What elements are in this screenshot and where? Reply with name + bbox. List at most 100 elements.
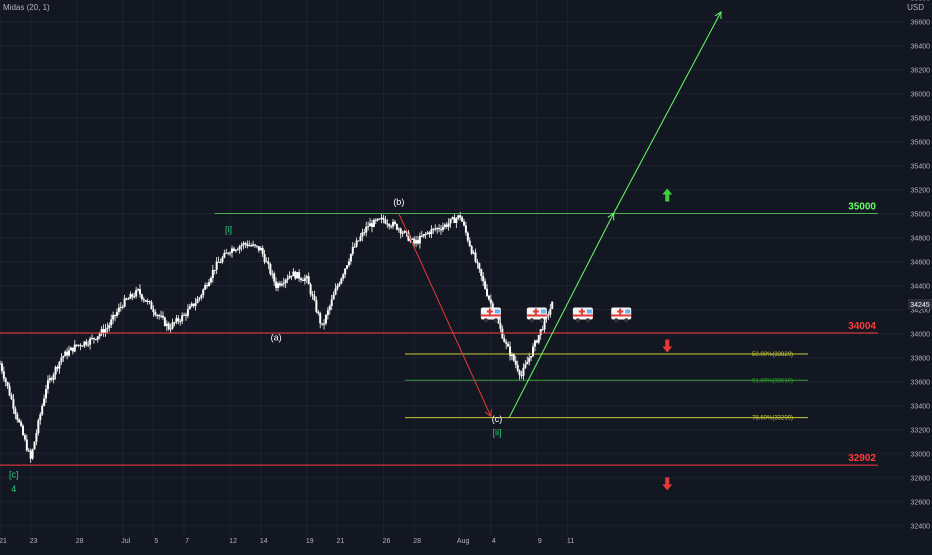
candle-body (167, 323, 170, 330)
study-label[interactable]: Midas (20, 1) (3, 3, 50, 12)
candle-body (288, 275, 291, 279)
candle-body (539, 329, 542, 335)
candle-body (428, 232, 431, 235)
x-tick-label: 21 (337, 538, 345, 545)
candle-body (415, 240, 418, 244)
candle-body (190, 303, 193, 307)
candle-body (194, 303, 197, 307)
candle-body (83, 341, 86, 346)
candle-body (439, 229, 442, 231)
candle-body (457, 215, 460, 219)
candle-body (131, 294, 134, 297)
candle-body (144, 300, 147, 302)
candle-body (22, 425, 25, 436)
candle-body (378, 218, 381, 220)
x-tick-label: 11 (567, 538, 574, 545)
candle-body (512, 354, 515, 361)
y-tick-label: 36800 (911, 0, 931, 3)
candle-body (432, 228, 435, 230)
candle-body (388, 224, 391, 227)
candle-body (229, 252, 232, 254)
candle-body (451, 217, 454, 219)
y-tick-label: 34400 (911, 283, 931, 290)
x-tick-label: 14 (260, 538, 268, 545)
candle-body (112, 314, 115, 320)
candle-body (94, 338, 97, 340)
y-tick-label: 33600 (911, 379, 931, 386)
candle-body (384, 219, 387, 224)
candle-body (317, 311, 320, 314)
candle-body (108, 325, 111, 328)
candle-body (323, 323, 326, 325)
candle-body (81, 345, 84, 347)
candle-body (154, 312, 157, 316)
candle-body (200, 295, 203, 298)
candle-body (198, 297, 201, 299)
candle-body (282, 283, 285, 285)
candle-body (370, 223, 373, 227)
candle-body (390, 226, 393, 228)
candle-body (140, 294, 143, 299)
candle-body (265, 261, 268, 263)
candle-body (35, 433, 38, 442)
candle-body (133, 296, 136, 298)
candle-body (227, 252, 230, 254)
candle-body (351, 247, 354, 254)
candle-body (367, 226, 370, 228)
candle-body (20, 422, 23, 426)
candle-body (342, 274, 345, 279)
ambulance-icon (526, 307, 547, 323)
projection-up-arrow-1[interactable] (508, 213, 615, 418)
candle-body (514, 360, 517, 365)
candle-body (73, 344, 76, 352)
currency-label: USD (907, 3, 924, 12)
candle-body (2, 371, 5, 379)
projection-up-arrow-2[interactable] (613, 11, 722, 214)
candle-body (307, 276, 310, 285)
candle-body (10, 395, 13, 400)
candle-body (98, 333, 101, 337)
y-tick-label: 36200 (911, 68, 931, 75)
candle-body (160, 315, 163, 317)
candle-body (85, 341, 88, 345)
y-tick-label: 36000 (911, 92, 931, 99)
candle-body (175, 318, 178, 323)
candle-body (284, 279, 287, 284)
fib-label: 61.80%(33610) (752, 378, 793, 384)
candle-body (41, 405, 44, 415)
candle-body (148, 300, 151, 303)
y-tick-label: 33200 (911, 427, 931, 434)
candle-body (346, 265, 349, 269)
candle-body (461, 217, 464, 222)
x-tick-label: 5 (154, 538, 158, 545)
y-tick-label: 33800 (911, 355, 931, 362)
candle-body (401, 232, 404, 234)
projection-down-arrow[interactable] (398, 213, 492, 417)
y-tick-label: 36400 (911, 44, 931, 51)
y-tick-label: 32800 (911, 475, 931, 482)
candle-body (135, 290, 138, 297)
candle-body (179, 321, 182, 323)
candle-body (207, 282, 210, 287)
candle-body (372, 219, 375, 227)
candle-body (280, 283, 283, 286)
candle-body (326, 310, 329, 316)
candle-body (110, 319, 113, 326)
current-price-label: 34245 (910, 302, 930, 309)
candle-body (489, 299, 492, 304)
candle-body (64, 351, 67, 357)
candle-body (14, 408, 17, 415)
candle-body (221, 257, 224, 263)
arrow-up-icon (662, 188, 673, 202)
candle-body (96, 336, 99, 340)
candle-body (8, 386, 11, 396)
candle-body (27, 450, 30, 452)
candle-body (152, 309, 155, 313)
candle-body (127, 298, 130, 300)
x-tick-label: 9 (538, 538, 542, 545)
candle-body (399, 228, 402, 234)
candle-body (137, 289, 140, 291)
ambulance-icon (572, 307, 593, 323)
